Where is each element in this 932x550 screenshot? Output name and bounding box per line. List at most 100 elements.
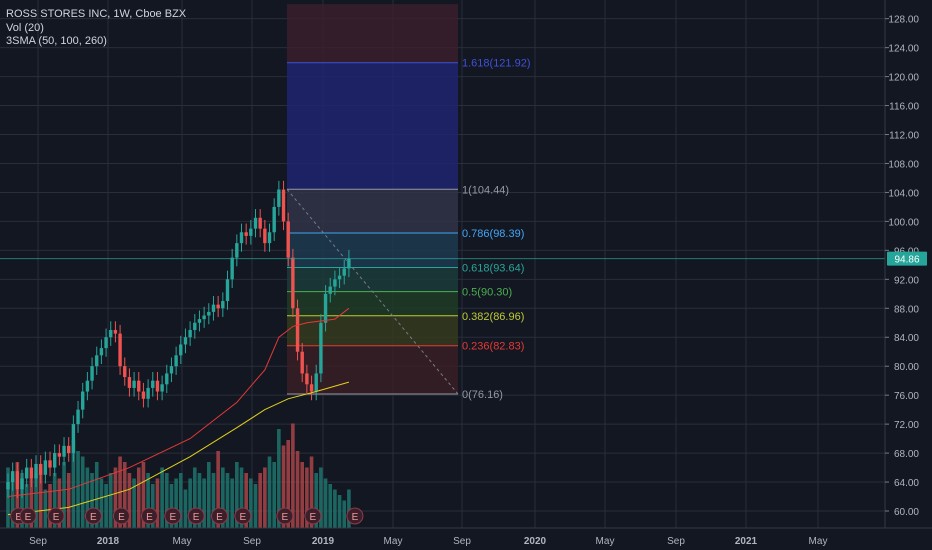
price-axis-label: 112.00 <box>889 131 919 142</box>
earnings-marker-circle <box>19 507 37 525</box>
candle <box>286 221 290 258</box>
earnings-marker[interactable]: E <box>47 507 65 525</box>
earnings-marker-circle <box>112 507 130 525</box>
last-price-tag-bg <box>887 251 927 266</box>
sma-indicator-label[interactable]: 3SMA (50, 100, 260) <box>6 35 107 47</box>
candle <box>29 467 34 479</box>
earnings-marker[interactable]: E <box>140 507 158 525</box>
volume-bar <box>57 478 62 528</box>
earnings-marker-circle <box>210 507 228 525</box>
earnings-marker[interactable]: E <box>234 507 252 525</box>
volume-bar <box>24 484 29 528</box>
candle <box>342 268 346 276</box>
candle <box>207 311 211 316</box>
candle <box>155 380 160 392</box>
symbol-title[interactable]: ROSS STORES INC, 1W, Cboe BZX <box>6 8 187 20</box>
price-axis-label: 120.00 <box>888 73 919 84</box>
earnings-marker-label: E <box>25 512 32 523</box>
candle <box>48 460 52 468</box>
price-axis-label: 128.00 <box>888 15 919 26</box>
earnings-marker[interactable]: E <box>19 507 37 525</box>
earnings-marker-label: E <box>216 512 223 523</box>
earnings-marker[interactable]: E <box>84 507 102 525</box>
earnings-marker[interactable]: E <box>276 507 294 525</box>
fib-zone <box>287 62 458 190</box>
price-axis: 60.00 64.00 68.00 72.00 76.00 80.00 84.00 88.00… <box>885 15 919 518</box>
earnings-marker-label: E <box>15 512 22 523</box>
fib-zone <box>287 233 458 268</box>
time-axis-label: Sep <box>667 536 685 547</box>
earnings-marker-circle <box>84 507 102 525</box>
earnings-marker[interactable]: E <box>346 507 364 525</box>
volume-bars <box>6 423 351 528</box>
volume-bar <box>216 451 220 528</box>
earnings-marker-circle <box>187 507 205 525</box>
candle <box>95 355 99 367</box>
candle <box>323 293 328 323</box>
earnings-marker-label: E <box>169 512 176 523</box>
fib-level-label: 0.382(86.96) <box>462 311 524 323</box>
candle <box>15 471 20 490</box>
price-axis-label: 116.00 <box>889 102 919 113</box>
fib-zone <box>287 267 458 292</box>
time-axis-label: 2018 <box>97 536 120 547</box>
fib-zone <box>287 291 458 316</box>
volume-bar <box>305 467 309 528</box>
candle <box>202 315 206 320</box>
earnings-marker[interactable]: E <box>164 507 182 525</box>
candle <box>43 460 48 475</box>
earnings-marker[interactable]: E <box>112 507 130 525</box>
price-axis-label: 108.00 <box>888 159 919 170</box>
earnings-marker-label: E <box>352 512 359 523</box>
volume-bar <box>85 467 90 528</box>
candle <box>38 463 43 475</box>
time-axis-label: 2019 <box>312 536 335 547</box>
candle <box>109 330 113 338</box>
volume-bar <box>188 478 192 528</box>
volume-bar <box>267 456 272 528</box>
time-axis-label: May <box>809 536 828 547</box>
volume-bar <box>277 429 281 528</box>
candle <box>118 333 122 367</box>
earnings-marker[interactable]: E <box>187 507 205 525</box>
candle <box>20 478 24 490</box>
earnings-marker[interactable]: E <box>210 507 228 525</box>
candle <box>309 384 314 392</box>
candle <box>53 453 57 468</box>
volume-bar <box>178 473 183 528</box>
volume-bar <box>29 478 34 528</box>
candle <box>104 337 108 349</box>
candle <box>333 279 337 287</box>
candle <box>319 322 323 374</box>
volume-bar <box>314 473 319 528</box>
candle <box>197 319 202 323</box>
candle <box>137 380 141 392</box>
volume-bar <box>291 423 295 528</box>
earnings-marker-label: E <box>146 512 153 523</box>
volume-bar <box>286 440 290 528</box>
earnings-marker-circle <box>304 507 322 525</box>
price-axis-label: 68.00 <box>894 449 919 460</box>
candle <box>71 424 76 454</box>
candle <box>57 453 62 457</box>
volume-bar <box>337 495 342 528</box>
volume-bar <box>43 489 48 528</box>
fib-level-label: 1.618(121.92) <box>462 58 531 70</box>
candle <box>300 351 304 374</box>
earnings-marker[interactable]: E <box>304 507 322 525</box>
volume-bar <box>132 478 136 528</box>
price-axis-label: 100.00 <box>888 217 919 228</box>
fib-zone <box>287 189 458 234</box>
chart-legend: ROSS STORES INC, 1W, Cboe BZX Vol (20) 3… <box>6 8 186 49</box>
earnings-marker-label: E <box>90 512 97 523</box>
candle <box>239 232 244 244</box>
volume-bar <box>38 467 43 528</box>
volume-bar <box>80 456 85 528</box>
volume-bar <box>263 467 267 528</box>
volume-indicator-label[interactable]: Vol (20) <box>6 21 44 34</box>
volume-bar <box>155 478 160 528</box>
candle <box>81 391 85 410</box>
candle <box>216 304 220 309</box>
candle <box>123 366 127 378</box>
